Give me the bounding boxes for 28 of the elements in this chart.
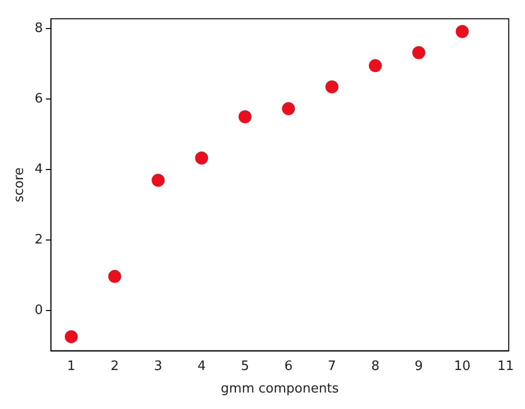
y-axis-title: score (12, 167, 28, 202)
point (195, 152, 208, 165)
x-tick-label: 3 (154, 358, 162, 374)
x-tick-label: 2 (110, 358, 119, 374)
x-tick-label: 6 (284, 358, 293, 374)
x-tick-label: 9 (414, 358, 423, 374)
y-tick-label: 4 (34, 162, 43, 178)
point (325, 80, 338, 94)
x-tick-label: 5 (240, 358, 250, 374)
x-tick-label: 7 (328, 358, 336, 374)
point (456, 24, 469, 38)
y-tick-label: 2 (34, 232, 43, 248)
x-tick-label: 10 (454, 358, 471, 374)
point (238, 110, 252, 124)
x-tick-label: 8 (371, 358, 380, 374)
y-tick-label: 6 (34, 92, 43, 107)
x-tick-label: 4 (197, 358, 206, 374)
x-tick-label: 1 (67, 358, 76, 374)
point (152, 174, 165, 187)
point (108, 270, 122, 283)
point (64, 330, 78, 344)
point (282, 102, 295, 116)
point (412, 46, 426, 60)
x-axis-title: gmm components (220, 382, 340, 397)
point (368, 59, 382, 72)
y-tick-label: 8 (34, 21, 43, 36)
x-tick-label: 11 (497, 358, 514, 374)
y-tick-label: 0 (34, 302, 43, 318)
